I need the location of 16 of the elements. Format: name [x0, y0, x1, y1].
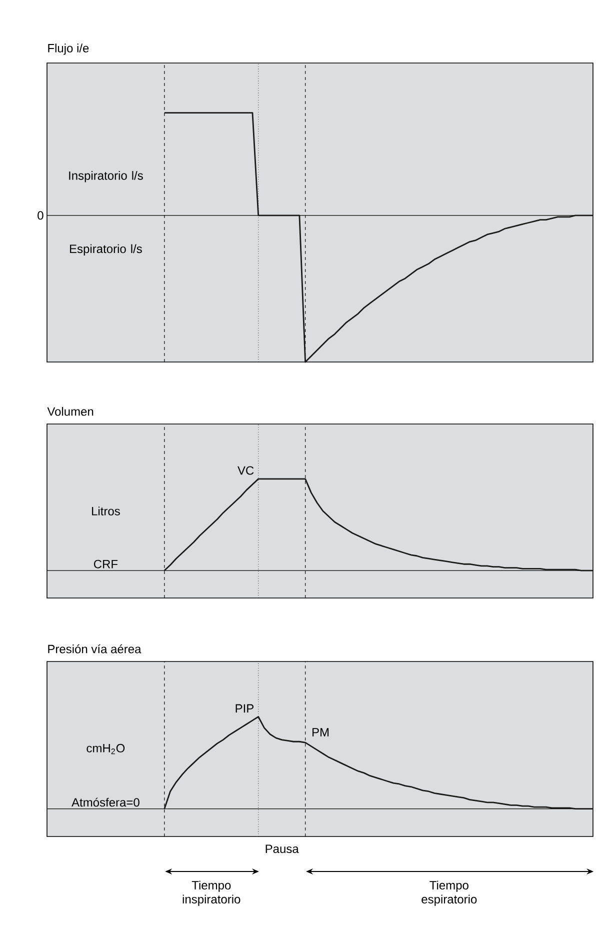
text: Tiempo inspiratorio — [182, 880, 240, 906]
chart-title: Volumen — [47, 406, 94, 416]
y-axis-title: cmH$_{2}$O — [86, 744, 125, 754]
chart-title: Flujo i/e — [48, 44, 89, 55]
annotation: Inspiratorio l/s — [69, 171, 143, 182]
text: PIP — [236, 704, 254, 713]
text: VC — [238, 466, 254, 475]
text: Pausa — [266, 844, 299, 854]
annotation: Espiratorio l/s — [70, 244, 142, 256]
ref-line-label: CRF — [94, 560, 118, 568]
annotation: PM — [312, 728, 329, 736]
ref-line-label: 0 — [38, 211, 44, 220]
ref-line-label: Atmósfera=0 — [72, 798, 140, 807]
chart-title: Presión vía aérea — [48, 644, 142, 654]
y-axis-title: Litros — [92, 506, 120, 516]
text: Tiempo espiratorio — [422, 880, 477, 906]
